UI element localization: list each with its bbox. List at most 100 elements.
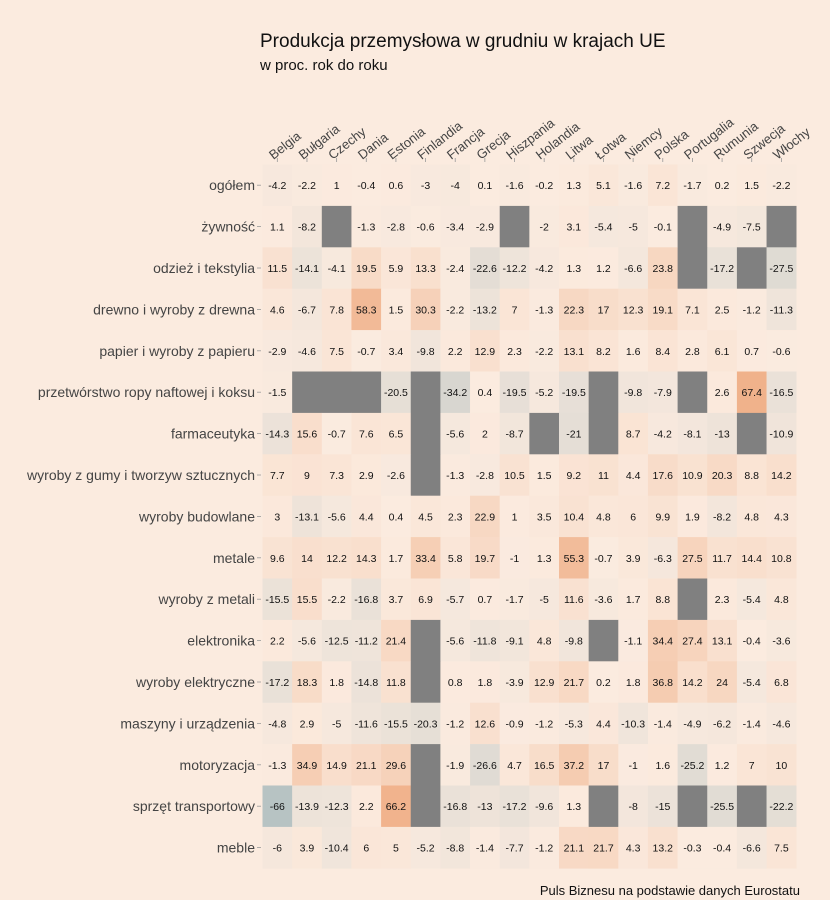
cell-value-label: -7.9 [654,387,672,399]
heatmap-cell [410,164,441,207]
cell-value-label: 1.8 [329,677,344,689]
heatmap-cell [647,578,678,621]
heatmap-cell [410,702,441,745]
cell-value-label: -1.4 [654,718,672,730]
cell-value-label: -0.4 [713,843,731,855]
cell-value-label: 9.2 [567,470,582,482]
heatmap-cell [292,826,323,869]
heatmap-cell [677,702,708,745]
cell-value-label: 7 [749,760,755,772]
cell-value-label: 8.8 [744,470,759,482]
heatmap-cell [262,247,293,289]
heatmap-cell [321,412,352,455]
heatmap-cell [292,578,323,621]
cell-value-label: -12.2 [503,263,527,275]
heatmap-cell [410,454,441,496]
heatmap-cell [470,164,500,207]
cell-value-label: 3.9 [626,553,641,565]
cell-value-label: 7.1 [685,304,700,316]
heatmap-cell [736,205,767,248]
heatmap-cell [588,288,619,331]
cell-value-label: 2.2 [448,346,463,358]
heatmap-cell [262,578,293,621]
row-label: wyroby z gumy i tworzyw sztucznych [26,467,255,483]
heatmap-cell [588,247,619,289]
cell-value-label: -1.7 [505,594,523,606]
heatmap-cell [470,619,500,662]
cell-value-label: 7.5 [329,346,344,358]
heatmap-cell [440,744,471,786]
cell-value-label: 10 [776,760,788,772]
cell-value-label: 4.8 [774,594,789,606]
cell-value-label: 1.5 [537,470,552,482]
cell-value-label: -11.2 [355,636,378,648]
heatmap-cell [292,495,323,538]
heatmap-cell [381,371,412,414]
heatmap-cell [559,702,589,745]
heatmap-cell [647,412,678,455]
heatmap-cell [766,744,797,786]
cell-value-label: 8.4 [655,346,670,358]
heatmap-cell [499,578,530,621]
heatmap-cell [381,826,412,869]
heatmap-cell [351,661,382,703]
heatmap-cell [766,288,797,331]
heatmap-cell [351,744,382,786]
heatmap-cell [470,661,500,703]
heatmap-cell [262,826,293,869]
cell-value-label: -0.9 [505,718,523,730]
cell-value-label: 55.3 [564,553,585,565]
heatmap-cell [707,785,738,828]
heatmap-cell [736,247,767,289]
cell-value-label: 0.4 [478,387,493,399]
heatmap-cell [321,744,352,786]
heatmap-cell [499,537,530,579]
heatmap-cell [529,495,560,538]
heatmap-cell [559,495,589,538]
heatmap-cell [440,826,471,869]
cell-value-label: -9.1 [505,636,523,648]
cell-value-label: -5.4 [743,677,761,689]
cell-value-label: -10.4 [325,843,349,855]
heatmap-cells: -4.2 -2.2 1 -0.4 0.6 -3 -4 0.1 -1.6 -0.2 1.3 5.1 -1.… [262,164,797,869]
cell-value-label: -19.5 [503,387,527,399]
heatmap-cell [588,537,619,579]
cell-value-label: -6 [273,843,282,855]
cell-value-label: -6.6 [743,843,761,855]
cell-value-label: -13 [714,429,729,441]
cell-value-label: -34.2 [443,387,467,399]
heatmap-cell [647,205,678,248]
cell-value-label: -5.3 [565,718,583,730]
heatmap-cell [262,330,293,372]
cell-value-label: -1.1 [624,636,642,648]
row-label: farmaceutyka [171,426,255,442]
cell-value-label: 22.9 [475,511,496,523]
heatmap-cell [292,702,323,745]
cell-value-label: -5.2 [417,843,435,855]
cell-value-label: 4.4 [596,718,611,730]
heatmap-cell [351,826,382,869]
heatmap-cell [529,578,560,621]
cell-value-label: 1.5 [389,304,404,316]
heatmap-cell [707,288,738,331]
heatmap-cell [499,371,530,414]
cell-value-label: -12.5 [325,636,349,648]
cell-value-label: -20.5 [384,387,408,399]
cell-value-label: -26.6 [473,760,497,772]
heatmap-cell [381,702,412,745]
heatmap-cell [736,826,767,869]
cell-value-label: 2.5 [715,304,730,316]
heatmap-cell [351,619,382,662]
heatmap-cell [618,537,649,579]
row-label: maszyny i urządzenia [120,715,255,731]
cell-value-label: 1.3 [567,180,582,192]
cell-value-label: 0.2 [715,180,730,192]
cell-value-label: 9.9 [655,511,670,523]
heatmap-cell [647,164,678,207]
cell-value-label: -9.8 [417,346,435,358]
cell-value-label: 2 [482,429,488,441]
cell-value-label: 37.2 [564,760,585,772]
heatmap-cell [766,785,797,828]
heatmap-cell [321,288,352,331]
cell-value-label: 7.7 [270,470,285,482]
